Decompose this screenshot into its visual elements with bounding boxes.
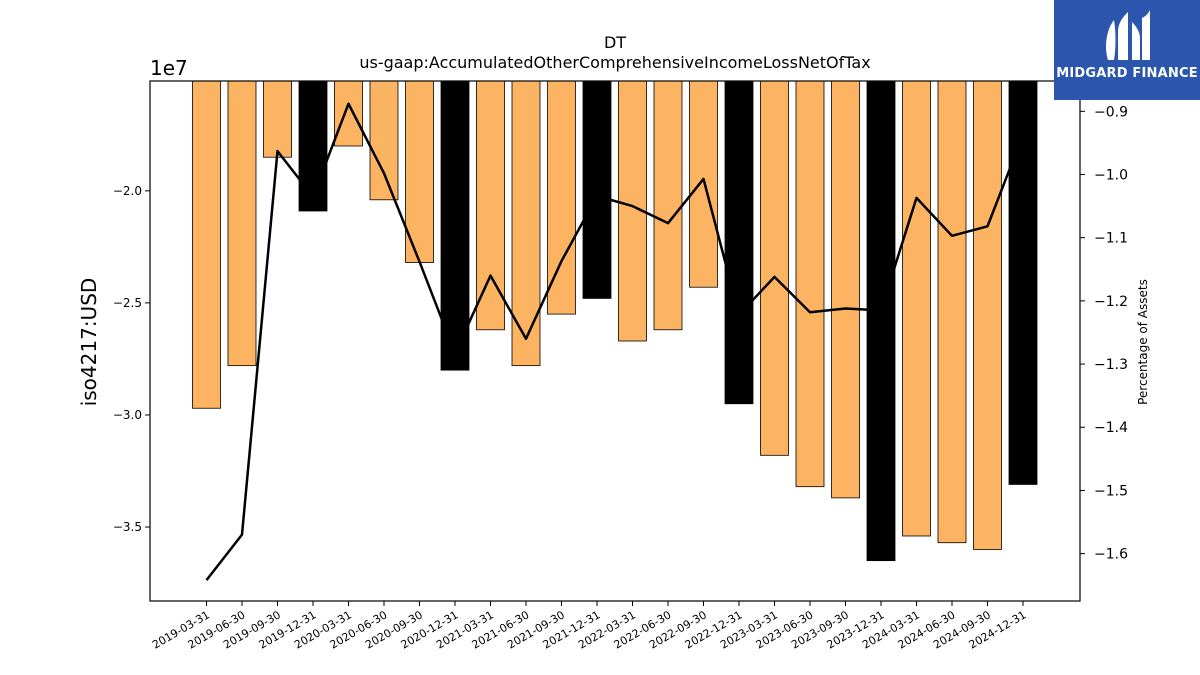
bar-2022-06-30 — [653, 80, 683, 331]
bar-2019-06-30 — [227, 80, 257, 367]
bar-2023-09-30 — [831, 80, 860, 499]
plot-frame — [149, 80, 1081, 602]
y-tick-label: −3.5 — [113, 520, 142, 534]
bar-2020-12-31 — [440, 80, 470, 371]
y2-tick-label: −1.1 — [1094, 231, 1128, 247]
y2-tick-label: −1.6 — [1094, 547, 1128, 563]
y-tick-label: −2.0 — [113, 184, 142, 198]
chart-subtitle: us-gaap:AccumulatedOtherComprehensiveInc… — [359, 53, 870, 72]
bar-2022-09-30 — [689, 80, 718, 288]
bar-2020-09-30 — [405, 80, 434, 263]
y-tick-label: −3.0 — [113, 408, 142, 422]
bar-2019-09-30 — [263, 80, 292, 158]
x-axis: 2019-03-312019-06-302019-09-302019-12-31… — [150, 601, 1029, 652]
y2-tick-label: −0.9 — [1094, 104, 1128, 120]
y2-tick-label: −1.2 — [1094, 294, 1128, 310]
logo-text: MIDGARD FINANCE — [1056, 66, 1198, 81]
bar-2023-12-31 — [866, 80, 896, 562]
y-tick-label: −2.5 — [113, 296, 142, 310]
bar-2024-03-31 — [902, 80, 931, 537]
y2-tick-label: −1.0 — [1094, 168, 1128, 184]
series-line — [205, 102, 1025, 581]
bars-layer — [192, 80, 1038, 562]
y2-tick-label: −1.3 — [1094, 357, 1128, 373]
bar-2020-06-30 — [369, 80, 399, 201]
bar-2022-12-31 — [724, 80, 754, 405]
y-axis-right: −0.9 −1.0 −1.1 −1.2 −1.3 −1.4 −1.5 −1.6 — [1080, 104, 1128, 563]
brand-logo: MIDGARD FINANCE — [1054, 0, 1200, 100]
bar-2021-12-31 — [582, 80, 612, 299]
bar-2024-12-31 — [1008, 80, 1038, 485]
y-axis-label: iso4217:USD — [77, 278, 101, 407]
line-layer — [205, 102, 1025, 581]
chart-title: DT — [604, 33, 626, 52]
y-scale-label: 1e7 — [150, 56, 188, 80]
bar-2021-09-30 — [547, 80, 576, 315]
bar-2020-03-31 — [334, 80, 363, 147]
bar-2019-12-31 — [298, 80, 328, 212]
bar-2024-06-30 — [937, 80, 967, 544]
y2-tick-label: −1.4 — [1094, 420, 1128, 436]
bar-2024-09-30 — [973, 80, 1002, 550]
y2-axis-label: Percentage of Assets — [1136, 279, 1150, 405]
y-axis-left: −2.0 −2.5 −3.0 −3.5 — [113, 184, 150, 534]
bar-2023-03-31 — [760, 80, 789, 456]
y2-tick-label: −1.5 — [1094, 483, 1128, 499]
logo-mark-icon — [1106, 10, 1150, 60]
bar-2019-03-31 — [192, 80, 221, 409]
bar-2023-06-30 — [795, 80, 825, 488]
